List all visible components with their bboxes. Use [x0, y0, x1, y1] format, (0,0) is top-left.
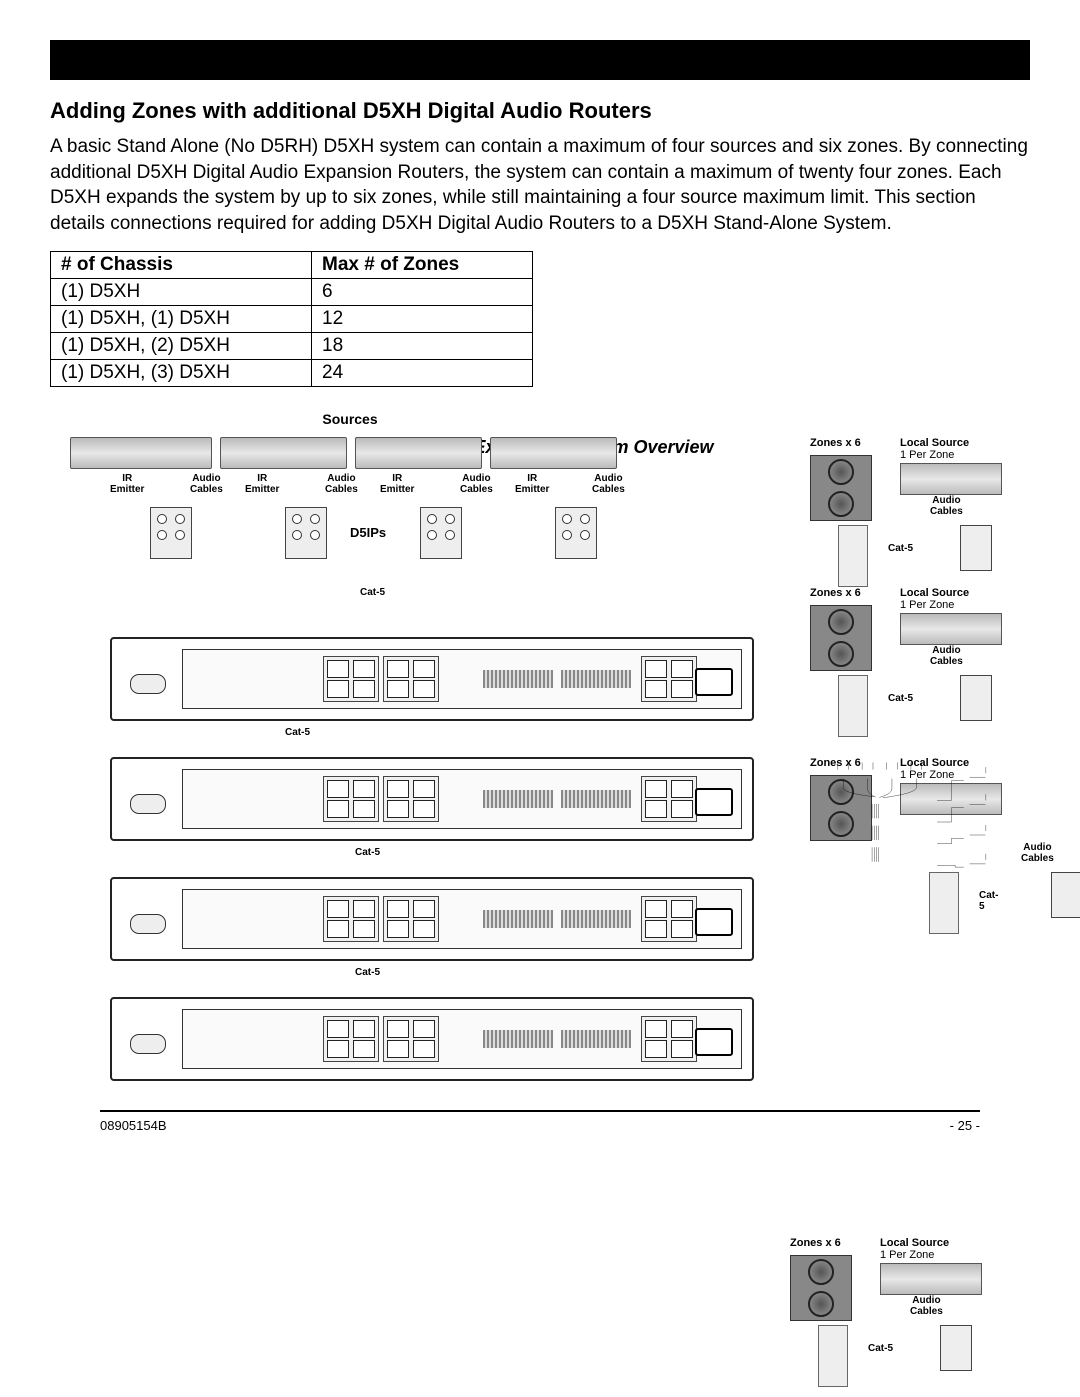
- table-row: (1) D5XH6: [51, 278, 533, 305]
- keypad-icon: [838, 525, 868, 587]
- wallplate-icon: [960, 675, 992, 721]
- cat5-label: Cat-5: [355, 847, 380, 858]
- sources-heading: Sources: [50, 411, 650, 427]
- keypad-icon: [838, 675, 868, 737]
- d5ip-module: [420, 507, 462, 559]
- ir-emitter-label: IR Emitter: [245, 473, 279, 495]
- zone-block: Zones x 6 Local Source 1 Per Zone Audio …: [810, 587, 1010, 717]
- body-paragraph: A basic Stand Alone (No D5RH) D5XH syste…: [50, 134, 1030, 237]
- footer-doc-id: 08905154B: [100, 1118, 167, 1133]
- zones-x6-label: Zones x 6: [810, 587, 861, 599]
- system-diagram: IR Emitter Audio Cables IR Emitter Audio…: [50, 437, 1030, 1157]
- local-source-label: Local Source: [900, 757, 969, 769]
- ir-emitter-label: IR Emitter: [515, 473, 549, 495]
- page-heading: Adding Zones with additional D5XH Digita…: [50, 98, 1030, 124]
- cat5-label: Cat-5: [888, 543, 913, 554]
- audio-cables-label: Audio Cables: [910, 1295, 943, 1317]
- local-source-device: [880, 1263, 982, 1295]
- header-black-bar: [50, 40, 1030, 80]
- local-source-device: Audio Cables Cat-5: [900, 783, 1002, 815]
- cat5-label: Cat-5: [868, 1343, 893, 1354]
- table-row: (1) D5XH, (2) D5XH18: [51, 332, 533, 359]
- zones-x6-label: Zones x 6: [810, 757, 861, 769]
- audio-cables-label: Audio Cables: [1021, 842, 1054, 864]
- zones-x6-label: Zones x 6: [790, 1237, 841, 1249]
- cat5-label: Cat-5: [360, 587, 385, 598]
- table-row: (1) D5XH, (3) D5XH24: [51, 359, 533, 386]
- chassis-unit: [110, 877, 754, 961]
- audio-cables-label: Audio Cables: [190, 473, 223, 495]
- wallplate-icon: [1051, 872, 1080, 918]
- per-zone-label: 1 Per Zone: [900, 769, 954, 781]
- chassis-unit: [110, 637, 754, 721]
- footer-page-number: - 25 -: [950, 1118, 980, 1133]
- cat5-label: Cat-5: [285, 727, 310, 738]
- local-source-device: [900, 613, 1002, 645]
- wallplate-icon: [940, 1325, 972, 1371]
- source-device: [70, 437, 212, 469]
- cat5-label: Cat-5: [979, 890, 1001, 912]
- d5ip-module: [285, 507, 327, 559]
- speaker-icon: [810, 455, 872, 521]
- local-source-label: Local Source: [900, 587, 969, 599]
- d5ip-module: [150, 507, 192, 559]
- per-zone-label: 1 Per Zone: [900, 599, 954, 611]
- cat5-label: Cat-5: [888, 693, 913, 704]
- local-source-device: [900, 463, 1002, 495]
- d5ips-label: D5IPs: [350, 525, 386, 540]
- source-device: [355, 437, 482, 469]
- chassis-unit: [110, 997, 754, 1081]
- audio-cables-label: Audio Cables: [592, 473, 625, 495]
- chassis-zones-table: # of Chassis Max # of Zones (1) D5XH6 (1…: [50, 251, 533, 387]
- zone-block: Zones x 6 Local Source 1 Per Zone Audio …: [790, 1237, 990, 1367]
- audio-cables-label: Audio Cables: [460, 473, 493, 495]
- speaker-icon: [810, 605, 872, 671]
- zone-block: Zones x 6 Local Source 1 Per Zone Audio …: [810, 757, 1010, 887]
- source-device: [490, 437, 617, 469]
- keypad-icon: [818, 1325, 848, 1387]
- audio-cables-label: Audio Cables: [930, 495, 963, 517]
- per-zone-label: 1 Per Zone: [880, 1249, 934, 1261]
- zone-block: Zones x 6 Local Source 1 Per Zone Audio …: [810, 437, 1010, 567]
- speaker-icon: [810, 775, 872, 841]
- speaker-icon: [790, 1255, 852, 1321]
- table-row: (1) D5XH, (1) D5XH12: [51, 305, 533, 332]
- table-header: Max # of Zones: [312, 251, 533, 278]
- d5ip-module: [555, 507, 597, 559]
- zones-x6-label: Zones x 6: [810, 437, 861, 449]
- cat5-label: Cat-5: [355, 967, 380, 978]
- per-zone-label: 1 Per Zone: [900, 449, 954, 461]
- ir-emitter-label: IR Emitter: [380, 473, 414, 495]
- table-header: # of Chassis: [51, 251, 312, 278]
- wallplate-icon: [960, 525, 992, 571]
- audio-cables-label: Audio Cables: [930, 645, 963, 667]
- local-source-label: Local Source: [900, 437, 969, 449]
- ir-emitter-label: IR Emitter: [110, 473, 144, 495]
- page-footer: 08905154B - 25 -: [100, 1110, 980, 1133]
- keypad-icon: [929, 872, 959, 934]
- chassis-unit: [110, 757, 754, 841]
- audio-cables-label: Audio Cables: [325, 473, 358, 495]
- source-device: [220, 437, 347, 469]
- local-source-label: Local Source: [880, 1237, 949, 1249]
